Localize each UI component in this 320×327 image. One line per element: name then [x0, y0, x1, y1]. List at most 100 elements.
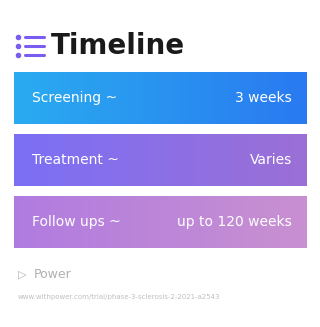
- Bar: [189, 196, 192, 248]
- Bar: [133, 134, 136, 186]
- Bar: [63, 134, 66, 186]
- Bar: [160, 196, 163, 248]
- Bar: [48, 134, 51, 186]
- Bar: [104, 72, 107, 124]
- Bar: [163, 72, 165, 124]
- Bar: [196, 72, 199, 124]
- Bar: [233, 134, 236, 186]
- Bar: [24, 196, 27, 248]
- Bar: [109, 134, 112, 186]
- Text: Treatment ~: Treatment ~: [32, 153, 119, 167]
- Bar: [82, 134, 85, 186]
- Bar: [136, 196, 139, 248]
- Bar: [269, 134, 272, 186]
- Bar: [292, 72, 294, 124]
- Bar: [31, 134, 34, 186]
- Bar: [240, 134, 243, 186]
- Bar: [223, 134, 226, 186]
- Bar: [301, 196, 304, 248]
- Bar: [304, 72, 307, 124]
- Bar: [206, 196, 209, 248]
- Bar: [170, 134, 173, 186]
- Bar: [84, 196, 87, 248]
- Bar: [43, 134, 46, 186]
- Bar: [107, 196, 109, 248]
- Bar: [80, 134, 83, 186]
- Bar: [248, 72, 251, 124]
- Bar: [48, 72, 51, 124]
- Bar: [223, 196, 226, 248]
- Bar: [36, 134, 39, 186]
- Bar: [182, 134, 185, 186]
- Bar: [77, 72, 80, 124]
- Bar: [157, 72, 161, 124]
- Bar: [114, 72, 117, 124]
- Bar: [255, 72, 258, 124]
- Bar: [269, 196, 272, 248]
- Bar: [282, 72, 284, 124]
- Bar: [172, 196, 175, 248]
- Bar: [114, 196, 117, 248]
- Bar: [109, 196, 112, 248]
- Bar: [262, 196, 265, 248]
- Bar: [155, 134, 158, 186]
- Bar: [36, 196, 39, 248]
- Bar: [236, 196, 238, 248]
- Bar: [194, 72, 197, 124]
- Bar: [265, 134, 268, 186]
- Bar: [21, 196, 24, 248]
- Bar: [102, 196, 105, 248]
- Bar: [292, 134, 294, 186]
- Bar: [240, 196, 243, 248]
- Bar: [292, 196, 294, 248]
- Bar: [140, 134, 143, 186]
- Bar: [143, 72, 146, 124]
- Bar: [196, 196, 199, 248]
- Bar: [128, 72, 131, 124]
- FancyBboxPatch shape: [14, 196, 306, 248]
- Bar: [104, 196, 107, 248]
- Bar: [170, 72, 173, 124]
- Bar: [116, 72, 119, 124]
- Bar: [248, 134, 251, 186]
- Bar: [199, 134, 202, 186]
- Bar: [43, 72, 46, 124]
- Bar: [274, 196, 277, 248]
- Bar: [175, 134, 178, 186]
- Bar: [221, 196, 224, 248]
- Bar: [301, 72, 304, 124]
- Bar: [68, 134, 70, 186]
- Bar: [63, 196, 66, 248]
- Bar: [299, 72, 302, 124]
- Bar: [296, 134, 299, 186]
- Bar: [99, 72, 102, 124]
- Bar: [272, 72, 275, 124]
- Bar: [277, 72, 280, 124]
- Text: Timeline: Timeline: [51, 32, 185, 60]
- Bar: [68, 72, 70, 124]
- Bar: [24, 134, 27, 186]
- Bar: [92, 196, 95, 248]
- Bar: [70, 72, 73, 124]
- Bar: [269, 72, 272, 124]
- Bar: [209, 196, 212, 248]
- Bar: [114, 134, 117, 186]
- Bar: [75, 196, 78, 248]
- Bar: [72, 196, 75, 248]
- Bar: [53, 134, 56, 186]
- Bar: [199, 196, 202, 248]
- Bar: [194, 134, 197, 186]
- Bar: [286, 196, 290, 248]
- Bar: [233, 196, 236, 248]
- Bar: [153, 72, 156, 124]
- Bar: [282, 196, 284, 248]
- Bar: [221, 72, 224, 124]
- Bar: [75, 134, 78, 186]
- Bar: [257, 72, 260, 124]
- Bar: [26, 196, 29, 248]
- Bar: [272, 134, 275, 186]
- Bar: [148, 196, 151, 248]
- Bar: [180, 196, 182, 248]
- Bar: [289, 72, 292, 124]
- Bar: [111, 196, 114, 248]
